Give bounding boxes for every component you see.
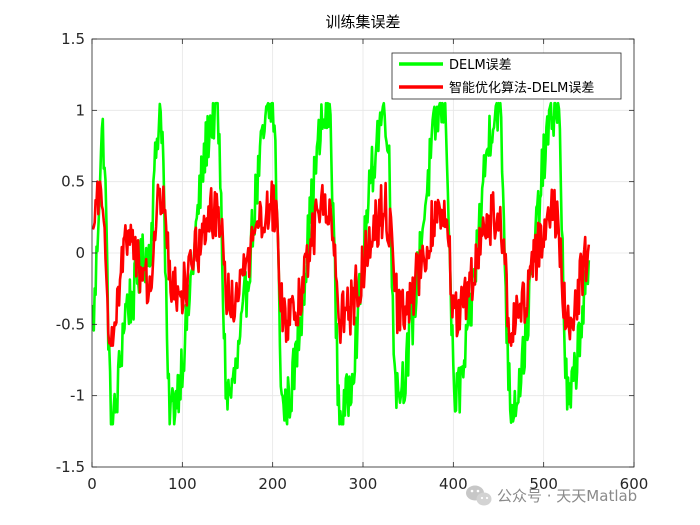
- wechat-icon: [466, 485, 492, 506]
- legend-label-optimized-delm: 智能优化算法-DELM误差: [449, 81, 594, 96]
- x-tick-label: 500: [529, 475, 558, 493]
- x-tick-label: 100: [168, 475, 197, 493]
- legend: DELM误差 智能优化算法-DELM误差: [391, 52, 622, 100]
- y-tick-label: -1.5: [56, 458, 85, 476]
- legend-label-delm: DELM误差: [449, 58, 512, 73]
- x-tick-label: 600: [620, 475, 649, 493]
- watermark: 公众号 · 天天Matlab: [466, 485, 637, 506]
- x-tick-label: 0: [87, 475, 97, 493]
- x-tick-label: 400: [439, 475, 468, 493]
- legend-box: [391, 52, 622, 100]
- y-tick-label: 0.5: [61, 173, 85, 191]
- y-tick-label: -1: [70, 387, 85, 405]
- y-tick-label: -0.5: [56, 315, 85, 333]
- y-tick-label: 0: [75, 244, 85, 262]
- watermark-text: 公众号 · 天天Matlab: [497, 487, 637, 505]
- y-tick-label: 1: [75, 101, 85, 119]
- x-tick-label: 300: [349, 475, 378, 493]
- x-tick-label: 200: [258, 475, 287, 493]
- y-tick-label: 1.5: [61, 30, 85, 48]
- axis-ticks: 0 100 200 300 400 500 600 -1.5 -1 -0.5 0 0.5 1 1.5: [56, 30, 649, 493]
- chart-title: 训练集误差: [325, 13, 400, 31]
- series-line-1: [91, 180, 591, 347]
- series-layer: [91, 101, 591, 426]
